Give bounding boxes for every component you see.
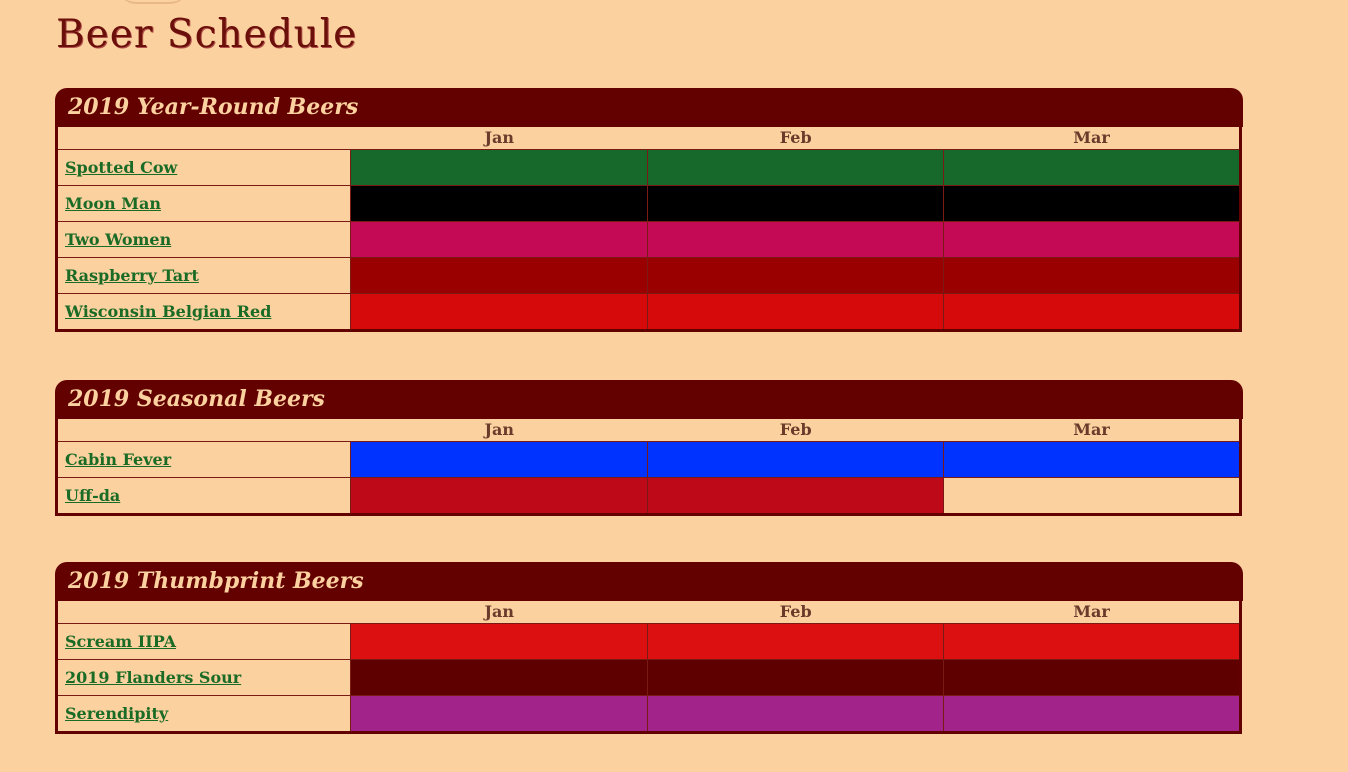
availability-cell — [646, 441, 945, 478]
availability-cell — [350, 623, 648, 660]
beer-link[interactable]: Uff-da — [65, 486, 121, 505]
beer-name-cell: Spotted Cow — [55, 149, 352, 186]
availability-cell — [943, 659, 1241, 696]
month-header: Mar — [1073, 420, 1110, 439]
table-row: Moon Man — [55, 185, 1241, 222]
month-header: Feb — [779, 128, 812, 147]
schedule-section: 2019 Year-Round Beers Jan Feb Mar Spotted Co… — [55, 88, 1243, 332]
availability-cell — [350, 659, 648, 696]
availability-cell — [943, 149, 1241, 186]
beer-link[interactable]: Cabin Fever — [65, 450, 172, 469]
table-row: Two Women — [55, 221, 1241, 258]
blank-header-cell — [57, 419, 351, 442]
schedule-table: Jan Feb Mar Spotted Cow Moon Man Two Women Ras… — [55, 127, 1242, 332]
table-row: Wisconsin Belgian Red — [55, 293, 1241, 331]
beer-name-cell: Moon Man — [55, 185, 352, 222]
availability-cell — [350, 293, 648, 331]
beer-link[interactable]: Wisconsin Belgian Red — [65, 302, 272, 321]
month-header: Jan — [484, 602, 515, 621]
beer-name-cell: 2019 Flanders Sour — [55, 659, 352, 696]
schedule-section: 2019 Thumbprint Beers Jan Feb Mar Scream IIP… — [55, 562, 1243, 734]
beer-link[interactable]: Raspberry Tart — [65, 266, 199, 285]
month-header: Mar — [1073, 602, 1110, 621]
section-title: 2019 Year-Round Beers — [55, 88, 1243, 127]
availability-cell — [943, 185, 1241, 222]
beer-link[interactable]: Spotted Cow — [65, 158, 178, 177]
beer-name-cell: Raspberry Tart — [55, 257, 352, 294]
availability-cell — [943, 695, 1241, 733]
availability-cell — [350, 695, 648, 733]
section-title: 2019 Thumbprint Beers — [55, 562, 1243, 601]
table-row: Spotted Cow — [55, 149, 1241, 186]
availability-cell — [943, 221, 1241, 258]
availability-cell — [943, 441, 1241, 478]
blank-header-cell — [57, 127, 351, 150]
section-title: 2019 Seasonal Beers — [55, 380, 1243, 419]
availability-cell — [350, 477, 648, 515]
beer-name-cell: Serendipity — [55, 695, 352, 733]
schedule-section: 2019 Seasonal Beers Jan Feb Mar Cabin Fever U… — [55, 380, 1243, 516]
availability-cell — [943, 257, 1241, 294]
decorative-arc — [118, 0, 188, 4]
beer-name-cell: Wisconsin Belgian Red — [55, 293, 352, 331]
blank-header-cell — [57, 601, 351, 624]
availability-cell — [943, 477, 1241, 515]
beer-link[interactable]: Two Women — [65, 230, 172, 249]
availability-cell — [646, 659, 945, 696]
availability-cell — [646, 221, 945, 258]
availability-cell — [646, 623, 945, 660]
availability-cell — [350, 257, 648, 294]
beer-link[interactable]: Serendipity — [65, 704, 169, 723]
table-row: Raspberry Tart — [55, 257, 1241, 294]
availability-cell — [943, 623, 1241, 660]
month-header-row: Jan Feb Mar — [57, 601, 1241, 624]
beer-name-cell: Uff-da — [55, 477, 352, 515]
table-row: Uff-da — [55, 477, 1241, 515]
beer-name-cell: Two Women — [55, 221, 352, 258]
table-row: 2019 Flanders Sour — [55, 659, 1241, 696]
availability-cell — [646, 293, 945, 331]
table-row: Serendipity — [55, 695, 1241, 733]
beer-name-cell: Cabin Fever — [55, 441, 352, 478]
availability-cell — [646, 257, 945, 294]
availability-cell — [646, 477, 945, 515]
availability-cell — [350, 149, 648, 186]
availability-cell — [350, 185, 648, 222]
beer-link[interactable]: 2019 Flanders Sour — [65, 668, 242, 687]
schedule-table: Jan Feb Mar Cabin Fever Uff-da — [55, 419, 1242, 516]
beer-name-cell: Scream IIPA — [55, 623, 352, 660]
month-header: Jan — [484, 420, 515, 439]
beer-link[interactable]: Moon Man — [65, 194, 161, 213]
month-header-row: Jan Feb Mar — [57, 419, 1241, 442]
page-title: Beer Schedule — [56, 12, 358, 57]
schedule-table: Jan Feb Mar Scream IIPA 2019 Flanders Sour Se… — [55, 601, 1242, 734]
month-header: Feb — [779, 602, 812, 621]
availability-cell — [350, 441, 648, 478]
availability-cell — [646, 695, 945, 733]
availability-cell — [350, 221, 648, 258]
month-header: Feb — [779, 420, 812, 439]
availability-cell — [943, 293, 1241, 331]
month-header: Mar — [1073, 128, 1110, 147]
month-header-row: Jan Feb Mar — [57, 127, 1241, 150]
table-row: Scream IIPA — [55, 623, 1241, 660]
table-row: Cabin Fever — [55, 441, 1241, 478]
beer-link[interactable]: Scream IIPA — [65, 632, 177, 651]
availability-cell — [646, 185, 945, 222]
availability-cell — [646, 149, 945, 186]
month-header: Jan — [484, 128, 515, 147]
